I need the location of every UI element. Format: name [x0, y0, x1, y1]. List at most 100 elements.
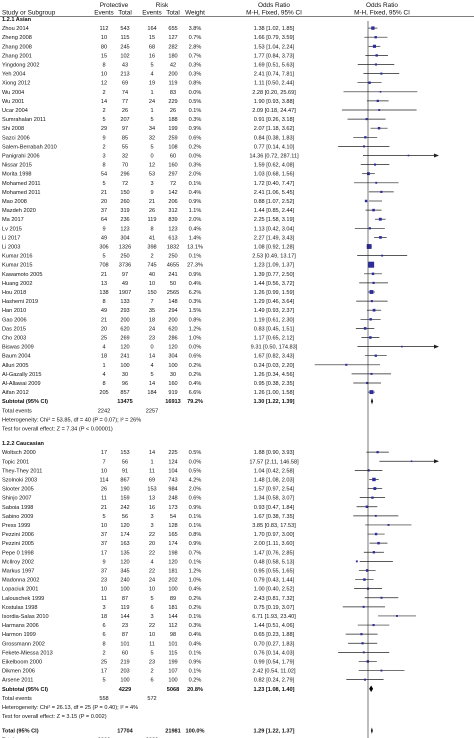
events-risk: 8	[150, 226, 153, 232]
study-name: Grossmann 2002	[2, 641, 45, 647]
subtotal-events-protective: 558	[99, 696, 108, 702]
study-name: Kawamoto 2005	[2, 272, 42, 278]
study-weight: 0.9%	[189, 126, 202, 132]
study-weight: 0.6%	[189, 354, 202, 360]
total-protective: 91	[122, 468, 128, 474]
study-square	[345, 363, 348, 366]
events-risk: 41	[149, 235, 155, 241]
events-risk: 22	[149, 568, 155, 574]
events-risk: 22	[149, 532, 155, 538]
total-protective: 123	[120, 226, 129, 232]
events-protective: 20	[101, 326, 107, 332]
study-square	[375, 54, 378, 57]
total-protective: 159	[120, 496, 129, 502]
events-risk: 15	[149, 35, 155, 41]
total-protective: 240	[120, 578, 129, 584]
study-name: Biswas 2009	[2, 345, 34, 351]
events-protective: 64	[101, 217, 107, 223]
study-weight: 0.5%	[189, 450, 202, 456]
events-risk: 32	[149, 135, 155, 141]
events-protective: 25	[101, 659, 107, 665]
events-risk: 4	[150, 363, 153, 369]
events-protective: 7	[102, 459, 105, 465]
events-risk: 20	[149, 541, 155, 547]
study-weight: 0.1%	[189, 669, 202, 675]
total-protective: 87	[122, 596, 128, 602]
study-odds-ratio-ci: 2.42 [0.54, 11.02]	[252, 669, 296, 675]
total-risk: 120	[168, 559, 177, 565]
study-weight: 0.2%	[189, 596, 202, 602]
total-protective: 150	[120, 190, 129, 196]
study-weight: 4.2%	[189, 477, 202, 483]
total-protective: 867	[120, 477, 129, 483]
study-name: Yeh 2004	[2, 72, 25, 78]
study-weight: 0.4%	[189, 190, 202, 196]
study-odds-ratio-ci: 1.11 [0.50, 2.44]	[254, 81, 294, 87]
study-square	[365, 118, 368, 121]
subgroup-heterogeneity: Heterogeneity: Chi² = 26.13, df = 25 (P …	[2, 705, 138, 711]
header-ci-method-plot: M-H, Fixed, 95% CI	[354, 10, 410, 17]
events-protective: 37	[101, 208, 107, 214]
events-risk: 1	[150, 108, 153, 114]
study-name: Sazci 2006	[2, 135, 30, 141]
study-name: Panigrahi 2006	[2, 154, 40, 160]
events-protective: 6	[102, 623, 105, 629]
study-name: Zhou 2014	[2, 26, 29, 32]
study-weight: 0.0%	[189, 90, 202, 96]
study-square	[379, 91, 382, 93]
total-risk: 198	[168, 550, 177, 556]
study-square	[371, 272, 375, 276]
study-square	[355, 560, 358, 563]
total-protective: 56	[122, 514, 128, 520]
study-square	[410, 460, 413, 463]
events-protective: 29	[101, 126, 107, 132]
total-protective: 72	[122, 181, 128, 187]
events-protective: 20	[101, 199, 107, 205]
study-name: Li 2003	[2, 245, 20, 251]
study-square	[377, 541, 380, 545]
study-odds-ratio-ci: 0.77 [0.14, 4.10]	[254, 144, 295, 150]
study-odds-ratio-ci: 0.79 [0.43, 1.44]	[254, 578, 295, 584]
subtotal-diamond	[369, 685, 374, 692]
study-name: Xiong 2012	[2, 81, 30, 87]
study-odds-ratio-ci: 1.26 [0.99, 1.59]	[254, 290, 295, 296]
total-protective: 190	[120, 487, 129, 493]
events-protective: 3	[102, 605, 105, 611]
events-risk: 18	[149, 317, 155, 323]
total-risk: 294	[168, 308, 177, 314]
events-protective: 10	[101, 523, 107, 529]
total-risk: 100	[168, 587, 177, 593]
total-protective: 49	[122, 281, 128, 287]
study-odds-ratio-ci: 3.85 [0.83, 17.53]	[252, 523, 296, 529]
total-protective: 43	[122, 63, 128, 69]
total-risk: 620	[168, 326, 177, 332]
study-weight: 0.2%	[189, 363, 202, 369]
events-protective: 2	[102, 90, 105, 96]
total-protective: 1326	[119, 245, 131, 251]
total-protective: 174	[120, 532, 129, 538]
study-odds-ratio-ci: 0.91 [0.26, 3.18]	[254, 117, 295, 123]
total-risk: 839	[168, 217, 177, 223]
events-risk: 1	[150, 459, 153, 465]
study-odds-ratio-ci: 1.23 [1.09, 1.37]	[254, 263, 295, 269]
events-risk: 26	[149, 208, 155, 214]
study-odds-ratio-ci: 0.99 [0.54, 1.79]	[254, 659, 295, 665]
study-odds-ratio-ci: 1.49 [0.93, 2.37]	[254, 308, 295, 314]
total-protective: 70	[122, 163, 128, 169]
header-total-risk: Total	[166, 10, 180, 17]
study-odds-ratio-ci: 1.38 [1.02, 1.85]	[254, 26, 295, 32]
study-square	[369, 390, 374, 395]
events-protective: 49	[101, 235, 107, 241]
study-square	[376, 99, 379, 103]
study-name: Li 2017	[2, 235, 20, 241]
study-weight: 1.5%	[189, 308, 202, 314]
study-name: Ucar 2004	[2, 108, 28, 114]
events-risk: 7	[150, 299, 153, 305]
total-protective: 250	[120, 254, 129, 260]
total-protective: 56	[122, 459, 128, 465]
total-protective: 1907	[119, 290, 131, 296]
study-name: Dikmen 2006	[2, 669, 35, 675]
study-odds-ratio-ci: 1.39 [0.77, 2.50]	[254, 272, 295, 278]
study-weight: 0.1%	[189, 614, 202, 620]
study-square	[374, 354, 377, 357]
